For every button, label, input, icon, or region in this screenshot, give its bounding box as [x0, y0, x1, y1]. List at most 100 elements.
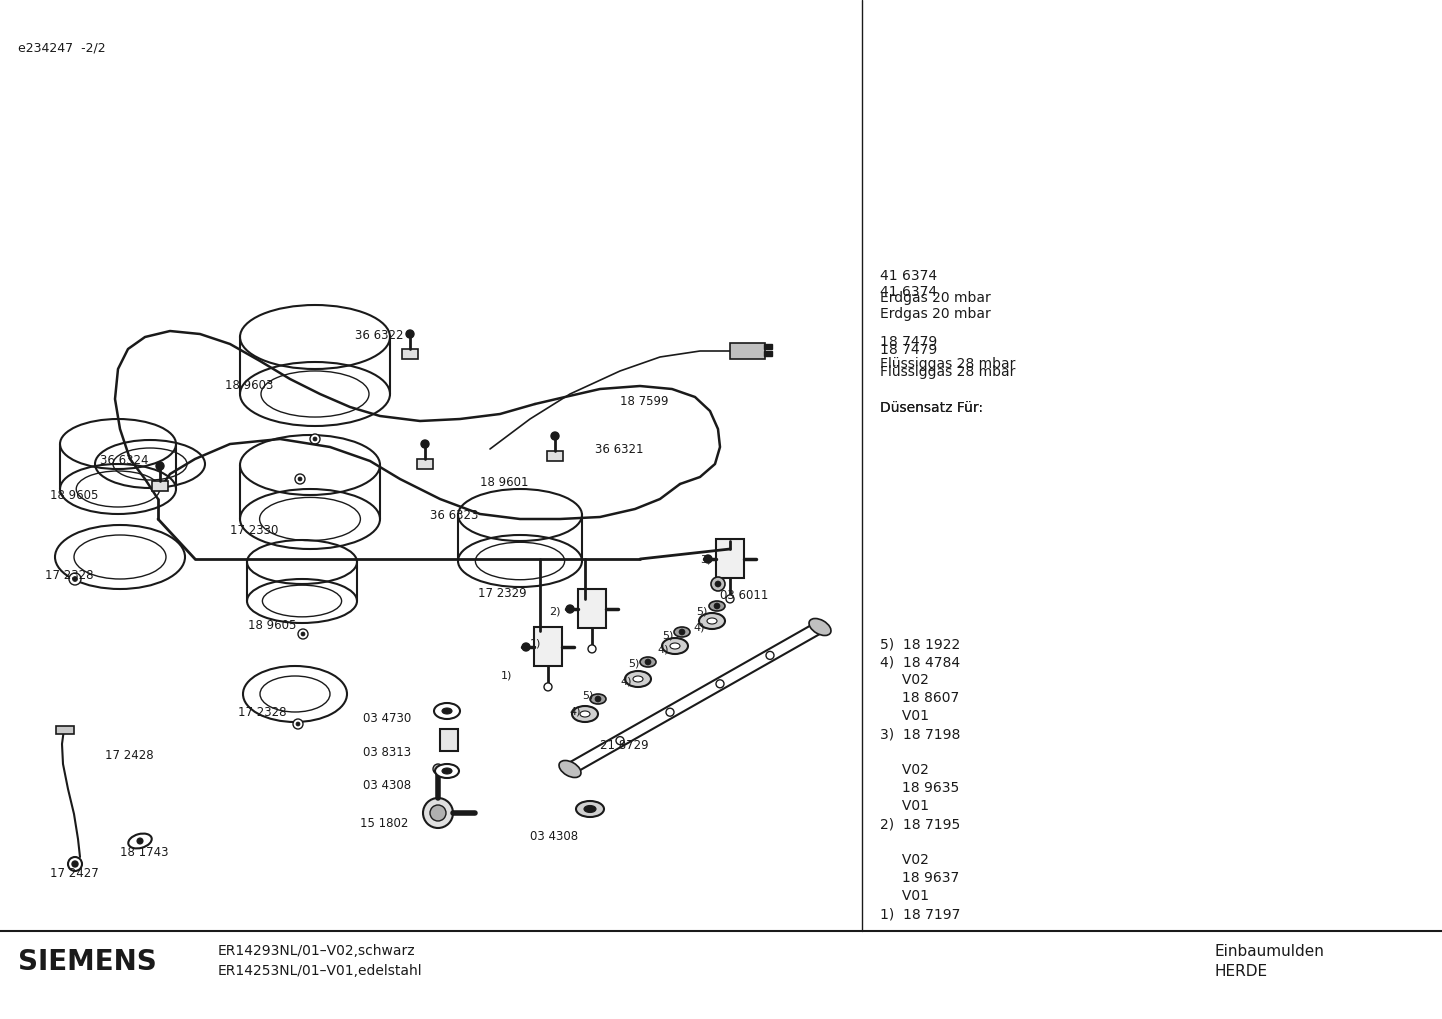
- Bar: [764, 344, 771, 348]
- Text: SIEMENS: SIEMENS: [17, 948, 157, 976]
- Text: 03 8313: 03 8313: [363, 746, 411, 759]
- Ellipse shape: [435, 764, 459, 777]
- Circle shape: [68, 857, 82, 871]
- Text: V02: V02: [880, 673, 929, 687]
- Ellipse shape: [673, 627, 691, 637]
- Circle shape: [69, 573, 81, 585]
- Bar: [717, 539, 744, 578]
- Bar: [578, 589, 606, 628]
- Bar: [730, 343, 766, 359]
- Circle shape: [596, 696, 601, 702]
- Circle shape: [296, 722, 300, 726]
- Circle shape: [544, 683, 552, 691]
- Text: ER14293NL/01–V02,schwarz: ER14293NL/01–V02,schwarz: [218, 944, 415, 958]
- Text: 41 6374: 41 6374: [880, 285, 937, 299]
- Ellipse shape: [699, 613, 725, 629]
- Text: V02: V02: [880, 853, 929, 867]
- Ellipse shape: [443, 768, 451, 774]
- Bar: [151, 481, 169, 491]
- Text: 18 1743: 18 1743: [120, 846, 169, 859]
- Ellipse shape: [707, 618, 717, 624]
- Circle shape: [72, 861, 78, 867]
- Text: 5): 5): [583, 690, 593, 700]
- Circle shape: [522, 643, 531, 651]
- Text: 2)  18 7195: 2) 18 7195: [880, 817, 960, 832]
- Circle shape: [704, 555, 712, 564]
- Text: 36 6321: 36 6321: [596, 443, 643, 455]
- Text: 21 8729: 21 8729: [600, 739, 649, 752]
- Circle shape: [666, 708, 673, 716]
- Text: 17 2427: 17 2427: [50, 867, 98, 880]
- Text: 18 9605: 18 9605: [50, 489, 98, 502]
- Text: V01: V01: [880, 709, 929, 723]
- Circle shape: [298, 477, 301, 481]
- Ellipse shape: [128, 834, 151, 849]
- Ellipse shape: [443, 708, 451, 714]
- Ellipse shape: [434, 703, 460, 719]
- Ellipse shape: [580, 711, 590, 717]
- Bar: [440, 729, 459, 751]
- Circle shape: [137, 838, 143, 844]
- Text: Düsensatz Für:: Düsensatz Für:: [880, 401, 983, 415]
- Text: 17 2330: 17 2330: [231, 524, 278, 537]
- Bar: [417, 459, 433, 469]
- Circle shape: [72, 577, 78, 582]
- Circle shape: [725, 595, 734, 603]
- Text: 4)  18 4784: 4) 18 4784: [880, 655, 960, 669]
- Text: 03 4308: 03 4308: [531, 830, 578, 843]
- Ellipse shape: [809, 619, 831, 636]
- Text: ER14253NL/01–V01,edelstahl: ER14253NL/01–V01,edelstahl: [218, 964, 423, 978]
- Circle shape: [423, 798, 453, 828]
- Text: V02: V02: [880, 763, 929, 777]
- Text: e234247  -2/2: e234247 -2/2: [17, 41, 105, 54]
- Circle shape: [715, 581, 721, 587]
- Ellipse shape: [572, 706, 598, 722]
- Circle shape: [430, 805, 446, 821]
- Text: 1)  18 7197: 1) 18 7197: [880, 907, 960, 921]
- Circle shape: [301, 632, 306, 636]
- Circle shape: [567, 605, 574, 613]
- Ellipse shape: [624, 671, 650, 687]
- Circle shape: [156, 462, 164, 470]
- Bar: [534, 627, 562, 666]
- Text: 3): 3): [699, 555, 711, 565]
- Text: 03 6011: 03 6011: [720, 589, 769, 602]
- Text: HERDE: HERDE: [1216, 964, 1268, 978]
- Circle shape: [616, 737, 624, 745]
- Circle shape: [551, 432, 559, 440]
- Circle shape: [645, 659, 650, 665]
- Text: 18 9603: 18 9603: [225, 379, 274, 392]
- Text: 18 7479: 18 7479: [880, 343, 937, 357]
- Circle shape: [433, 764, 443, 774]
- Ellipse shape: [633, 676, 643, 682]
- Text: 18 9605: 18 9605: [248, 619, 297, 632]
- Text: Flüssiggas 28 mbar: Flüssiggas 28 mbar: [880, 365, 1015, 379]
- Ellipse shape: [584, 805, 596, 812]
- Text: Flüssiggas 28 mbar: Flüssiggas 28 mbar: [880, 357, 1015, 371]
- Text: 17 2328: 17 2328: [238, 706, 287, 719]
- Text: 15 1802: 15 1802: [360, 817, 408, 830]
- Text: 36 6323: 36 6323: [430, 510, 479, 522]
- Text: 36 6324: 36 6324: [99, 454, 149, 467]
- Circle shape: [421, 440, 430, 448]
- Text: 4): 4): [694, 622, 705, 632]
- Text: 5): 5): [696, 606, 708, 616]
- Text: Erdgas 20 mbar: Erdgas 20 mbar: [880, 291, 991, 305]
- Bar: [402, 348, 418, 359]
- Text: V01: V01: [880, 799, 929, 813]
- Circle shape: [313, 437, 317, 441]
- Circle shape: [296, 474, 306, 484]
- Circle shape: [679, 629, 685, 635]
- Circle shape: [588, 645, 596, 653]
- Ellipse shape: [640, 657, 656, 667]
- Text: 18 9601: 18 9601: [480, 476, 529, 489]
- Text: 03 4730: 03 4730: [363, 712, 411, 725]
- Text: 18 7479: 18 7479: [880, 335, 937, 348]
- Circle shape: [717, 680, 724, 688]
- Text: 3)  18 7198: 3) 18 7198: [880, 727, 960, 741]
- Text: 18 9635: 18 9635: [880, 781, 959, 795]
- Text: 17 2329: 17 2329: [477, 587, 526, 600]
- Text: 4): 4): [620, 676, 632, 686]
- Text: 18 7599: 18 7599: [620, 395, 669, 408]
- Text: 41 6374: 41 6374: [880, 269, 937, 283]
